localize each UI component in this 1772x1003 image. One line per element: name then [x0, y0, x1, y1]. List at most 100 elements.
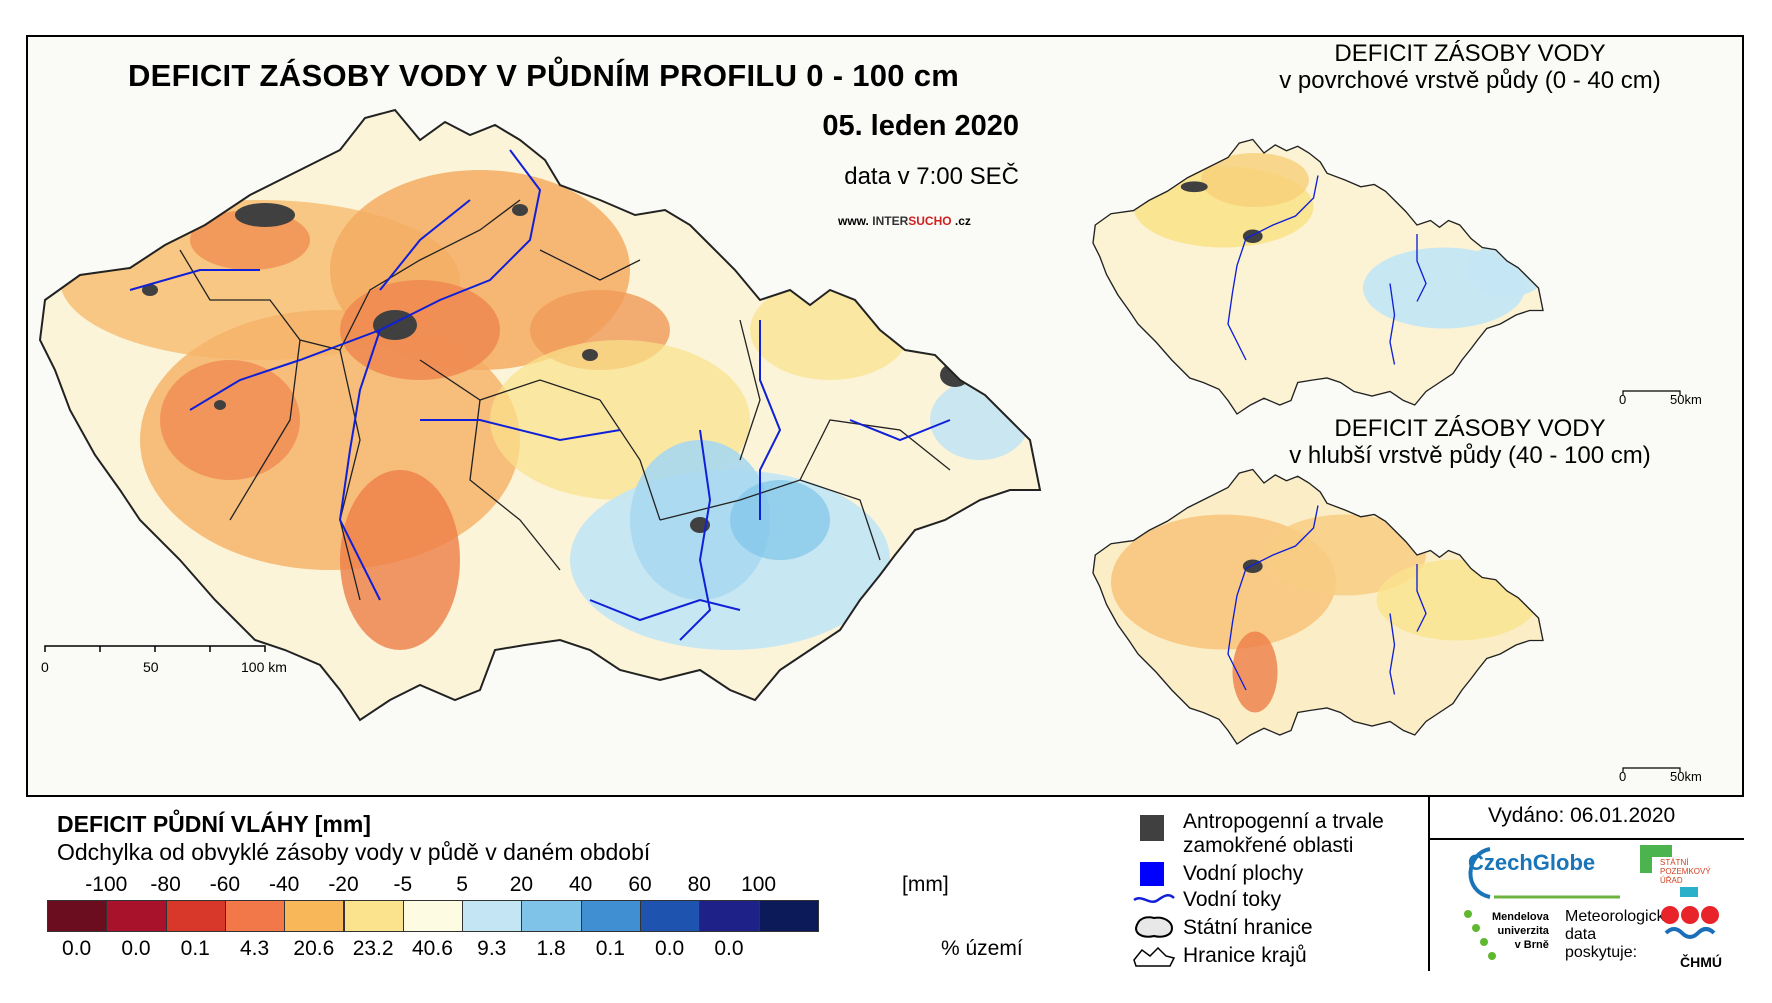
- inset-bottom-title: DEFICIT ZÁSOBY VODY v hlubší vrstvě půdy…: [1180, 415, 1760, 469]
- legend-tick: -80: [150, 873, 181, 896]
- legend-percent: 0.0: [714, 937, 744, 960]
- data-provided-line1: Meteorologická: [1565, 908, 1674, 925]
- legend-tick: -5: [393, 873, 413, 896]
- main-time: data v 7:00 SEČ: [844, 163, 1019, 190]
- legend-title: DEFICIT PŮDNÍ VLÁHY [mm]: [57, 811, 371, 837]
- inset-top-title: DEFICIT ZÁSOBY VODY v povrchové vrstvě p…: [1180, 40, 1760, 94]
- legend-swatch: [106, 900, 167, 932]
- scale-0: 0: [41, 659, 49, 675]
- website-link[interactable]: www. INTERSUCHO .cz: [838, 214, 971, 228]
- legend-tick: -40: [269, 873, 300, 896]
- legend-percent: 40.6: [412, 937, 453, 960]
- website-sucho: SUCHO: [908, 214, 952, 228]
- legend-percent: 23.2: [352, 937, 394, 960]
- legend-swatch: [462, 900, 523, 932]
- region-border-icon: [1133, 946, 1176, 967]
- legend-unit: [mm]: [902, 873, 949, 896]
- legend-tick: 20: [509, 873, 534, 896]
- inset-top-title-line2: v povrchové vrstvě půdy (0 - 40 cm): [1279, 67, 1661, 94]
- scale-100: 100 km: [241, 659, 287, 675]
- region-border-label: Hranice krajů: [1183, 944, 1307, 967]
- legend-tick: 80: [687, 873, 711, 896]
- czechglobe-name: CzechGlobe: [1468, 850, 1596, 875]
- legend-swatch: [284, 900, 345, 932]
- legend-swatch: [758, 900, 819, 932]
- website-suffix: .cz: [954, 214, 971, 228]
- inset-top-map: [1092, 138, 1544, 415]
- inset-bottom-map: [1092, 468, 1544, 745]
- website-inter: INTER: [872, 214, 909, 228]
- legend-percent: 1.8: [536, 937, 566, 960]
- inset-top-scale-0: 0: [1619, 392, 1626, 407]
- legend-percent-unit: % území: [941, 937, 1023, 960]
- mendel-line2: univerzita: [1497, 925, 1549, 937]
- legend-swatch: [580, 900, 641, 932]
- state-border-icon: [1134, 916, 1174, 938]
- mendel-line3: v Brně: [1514, 939, 1549, 951]
- symbol-lines: [1133, 894, 1176, 967]
- anthropogenic-swatch: [1140, 815, 1164, 841]
- main-map: [39, 109, 1041, 721]
- legend-swatch: [224, 900, 286, 932]
- legend-swatch: [521, 900, 582, 932]
- water-bodies-label: Vodní plochy: [1183, 862, 1304, 885]
- czechglobe-logo: [1468, 847, 1620, 899]
- inset-bottom-scale-0: 0: [1619, 769, 1626, 784]
- legend-swatch: [343, 900, 404, 932]
- inset-top-scale-50: 50km: [1670, 392, 1702, 407]
- spu-line2: POZEMKOVÝ: [1660, 867, 1711, 876]
- spu-line3: ÚŘAD: [1660, 876, 1683, 885]
- data-provided-line2: data: [1565, 926, 1597, 943]
- legend-percent: 9.3: [477, 937, 507, 960]
- mendel-logo-text: Mendelova univerzita v Brně: [1492, 910, 1549, 952]
- legend-tick: 60: [628, 873, 652, 896]
- legend-swatch: [402, 900, 464, 932]
- river-symbol-icon: [1133, 894, 1175, 903]
- legend-tick: -100: [85, 873, 128, 896]
- inset-bottom-scale-50: 50km: [1670, 769, 1702, 784]
- legend-swatch: [699, 900, 760, 932]
- chmu-logo-icon: [1661, 887, 1719, 939]
- legend-percent: 0.0: [655, 937, 685, 960]
- main-scalebar: [44, 645, 266, 652]
- legend-divider: [1428, 795, 1430, 971]
- legend-percent: 20.6: [293, 937, 335, 960]
- anthropogenic-line1: Antropogenní a trvale: [1183, 810, 1384, 833]
- data-provided-line3: poskytuje:: [1565, 944, 1638, 961]
- main-title: DEFICIT ZÁSOBY VODY V PŮDNÍM PROFILU 0 -…: [128, 58, 960, 93]
- spu-line1: STÁTNÍ: [1660, 858, 1689, 867]
- legend-swatch: [165, 900, 226, 932]
- legend-percent: 0.0: [121, 937, 151, 960]
- legend-tick: -20: [328, 873, 359, 896]
- legend-band: [26, 795, 1744, 971]
- rivers-label: Vodní toky: [1183, 888, 1282, 911]
- mendel-logo-icon: [1464, 910, 1496, 960]
- water-bodies-swatch: [1140, 862, 1164, 886]
- legend-tick: 5: [456, 873, 468, 896]
- spu-logo-mark-stem: [1640, 845, 1652, 873]
- mendel-line1: Mendelova: [1492, 911, 1549, 923]
- inset-bottom-title-line2: v hlubší vrstvě půdy (40 - 100 cm): [1289, 442, 1651, 469]
- legend-tick: 40: [569, 873, 593, 896]
- legend-percent: 0.0: [62, 937, 92, 960]
- website-prefix: www.: [838, 214, 869, 228]
- main-date: 05. leden 2020: [822, 110, 1019, 142]
- inset-top-title-line1: DEFICIT ZÁSOBY VODY: [1334, 40, 1606, 67]
- legend-swatch: [640, 900, 701, 932]
- inset-bottom-title-line1: DEFICIT ZÁSOBY VODY: [1334, 415, 1606, 442]
- state-border-label: Státní hranice: [1183, 916, 1313, 939]
- legend-tick: -60: [209, 873, 241, 896]
- data-provided-label: Meteorologická data poskytuje:: [1565, 908, 1674, 962]
- legend-percent: 0.1: [595, 937, 625, 960]
- anthropogenic-line2: zamokřené oblasti: [1183, 834, 1354, 857]
- inset-scalebars: [1622, 390, 1681, 772]
- legend-percent: 0.1: [180, 937, 210, 960]
- legend-swatch: [47, 900, 108, 932]
- anthropogenic-label: Antropogenní a trvale zamokřené oblasti: [1183, 810, 1384, 858]
- legend-tick: 100: [741, 873, 777, 896]
- legend-subtitle: Odchylka od obvyklé zásoby vody v půdě v…: [57, 839, 651, 865]
- issued-date: Vydáno: 06.01.2020: [1488, 804, 1676, 827]
- chmu-name: ČHMÚ: [1680, 954, 1722, 970]
- issued-divider: [1428, 838, 1744, 840]
